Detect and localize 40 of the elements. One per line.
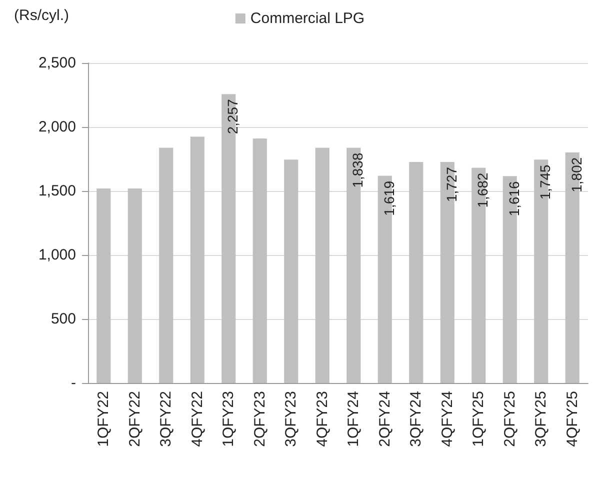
y-tick-label: 2,500: [38, 54, 76, 72]
x-tick-label: 3QFY24: [408, 391, 425, 447]
y-tick-label: 500: [50, 310, 76, 328]
x-tick-label: 4QFY24: [438, 391, 456, 447]
bar: [128, 188, 142, 383]
y-tick-label: -: [71, 374, 76, 392]
x-tick-label: 3QFY25: [532, 391, 550, 447]
x-tick-label: 1QFY25: [470, 391, 488, 447]
bar: [315, 148, 330, 383]
y-tick-label: 1,500: [38, 182, 76, 200]
bar: [96, 188, 111, 383]
x-tick-label: 4QFY25: [564, 391, 581, 447]
x-tick-label: 2QFY25: [501, 391, 518, 447]
y-tick-label: 1,000: [38, 246, 76, 264]
data-label: 1,682: [474, 172, 491, 208]
bar: [190, 136, 204, 383]
x-tick-label: 1QFY23: [220, 391, 238, 447]
y-tick-label: 2,000: [38, 118, 76, 136]
data-label: 2,257: [224, 98, 241, 134]
x-tick-label: 4QFY23: [314, 391, 331, 447]
legend-label: Commercial LPG: [250, 10, 365, 27]
bar: [409, 162, 424, 383]
bar: [252, 138, 267, 383]
data-label: 1,616: [506, 180, 522, 216]
bar: [284, 160, 298, 383]
x-tick-label: 4QFY22: [188, 391, 206, 447]
x-tick-label: 2QFY22: [126, 391, 144, 447]
bar: [159, 148, 174, 383]
data-label: 1,745: [537, 164, 554, 200]
y-axis-title: (Rs/cyl.): [14, 7, 69, 24]
x-tick-label: 2QFY24: [376, 391, 394, 447]
x-tick-label: 1QFY22: [95, 391, 112, 447]
x-tick-label: 3QFY22: [158, 391, 175, 447]
x-tick-label: 3QFY23: [282, 391, 300, 447]
data-label: 1,727: [443, 166, 460, 202]
x-tick-label: 1QFY24: [345, 391, 362, 447]
data-label: 1,619: [380, 180, 397, 216]
x-tick-label: 2QFY23: [251, 391, 268, 447]
data-label: 1,838: [350, 152, 366, 188]
data-label: 1,802: [568, 157, 584, 192]
